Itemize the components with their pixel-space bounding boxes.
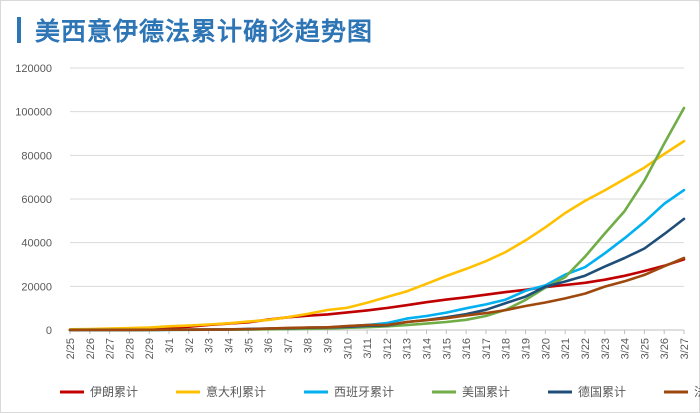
x-tick-label: 2/29 <box>144 338 156 359</box>
x-tick-label: 2/25 <box>65 338 77 359</box>
x-tick-label: 3/24 <box>620 338 632 359</box>
x-tick-label: 3/6 <box>263 338 275 353</box>
y-tick-label: 20000 <box>21 281 52 293</box>
legend-label-1: 伊朗累计 <box>90 385 138 399</box>
y-tick-label: 60000 <box>21 194 52 206</box>
x-tick-label: 3/7 <box>283 338 295 353</box>
x-tick-label: 3/20 <box>540 338 552 359</box>
x-tick-label: 3/23 <box>600 338 612 359</box>
x-tick-label: 2/26 <box>85 338 97 359</box>
x-tick-label: 3/25 <box>639 338 651 359</box>
x-tick-label: 3/10 <box>342 338 354 359</box>
y-tick-label: 100000 <box>15 107 52 119</box>
x-tick-label: 3/14 <box>422 338 434 359</box>
x-tick-label: 3/22 <box>580 338 592 359</box>
x-tick-label: 3/8 <box>303 338 315 353</box>
y-tick-label: 80000 <box>21 150 52 162</box>
x-tick-label: 3/27 <box>679 338 691 359</box>
x-tick-label: 3/9 <box>322 338 334 353</box>
x-tick-label: 3/17 <box>481 338 493 359</box>
y-tick-label: 120000 <box>15 63 52 75</box>
y-tick-label: 0 <box>46 325 52 337</box>
x-tick-label: 3/18 <box>501 338 513 359</box>
x-tick-label: 3/19 <box>521 338 533 359</box>
chart-title: 美西意伊德法累计确诊趋势图 <box>35 17 374 46</box>
x-tick-label: 3/1 <box>164 338 176 353</box>
x-tick-label: 3/11 <box>362 338 374 359</box>
legend-label-2: 意大利累计 <box>206 384 266 399</box>
x-tick-label: 3/15 <box>441 338 453 359</box>
x-tick-label: 2/28 <box>124 338 136 359</box>
x-tick-label: 3/2 <box>184 338 196 353</box>
x-tick-label: 3/26 <box>659 338 671 359</box>
series-line-2 <box>68 139 686 331</box>
series-line-6 <box>68 256 686 332</box>
series-line-5 <box>68 217 686 332</box>
series-line-4 <box>68 106 686 332</box>
legend-label-5: 德国累计 <box>578 384 626 399</box>
x-tick-label: 3/3 <box>204 338 216 353</box>
legend-label-6: 法国累计 <box>694 385 700 399</box>
legend-label-3: 西班牙累计 <box>334 385 394 399</box>
y-tick-label: 40000 <box>21 238 52 250</box>
legend-label-4: 美国累计 <box>462 385 510 399</box>
x-tick-label: 2/27 <box>105 338 117 359</box>
x-tick-label: 3/13 <box>402 338 414 359</box>
x-tick-label: 3/16 <box>461 338 473 359</box>
chart-title-group: 美西意伊德法累计确诊趋势图 <box>17 13 373 47</box>
series-line-1 <box>68 258 686 332</box>
x-tick-label: 3/4 <box>223 338 235 353</box>
x-tick-label: 3/12 <box>382 338 394 359</box>
x-tick-label: 3/21 <box>560 338 572 359</box>
x-tick-label: 3/5 <box>243 338 255 353</box>
title-accent-bar <box>17 17 21 43</box>
